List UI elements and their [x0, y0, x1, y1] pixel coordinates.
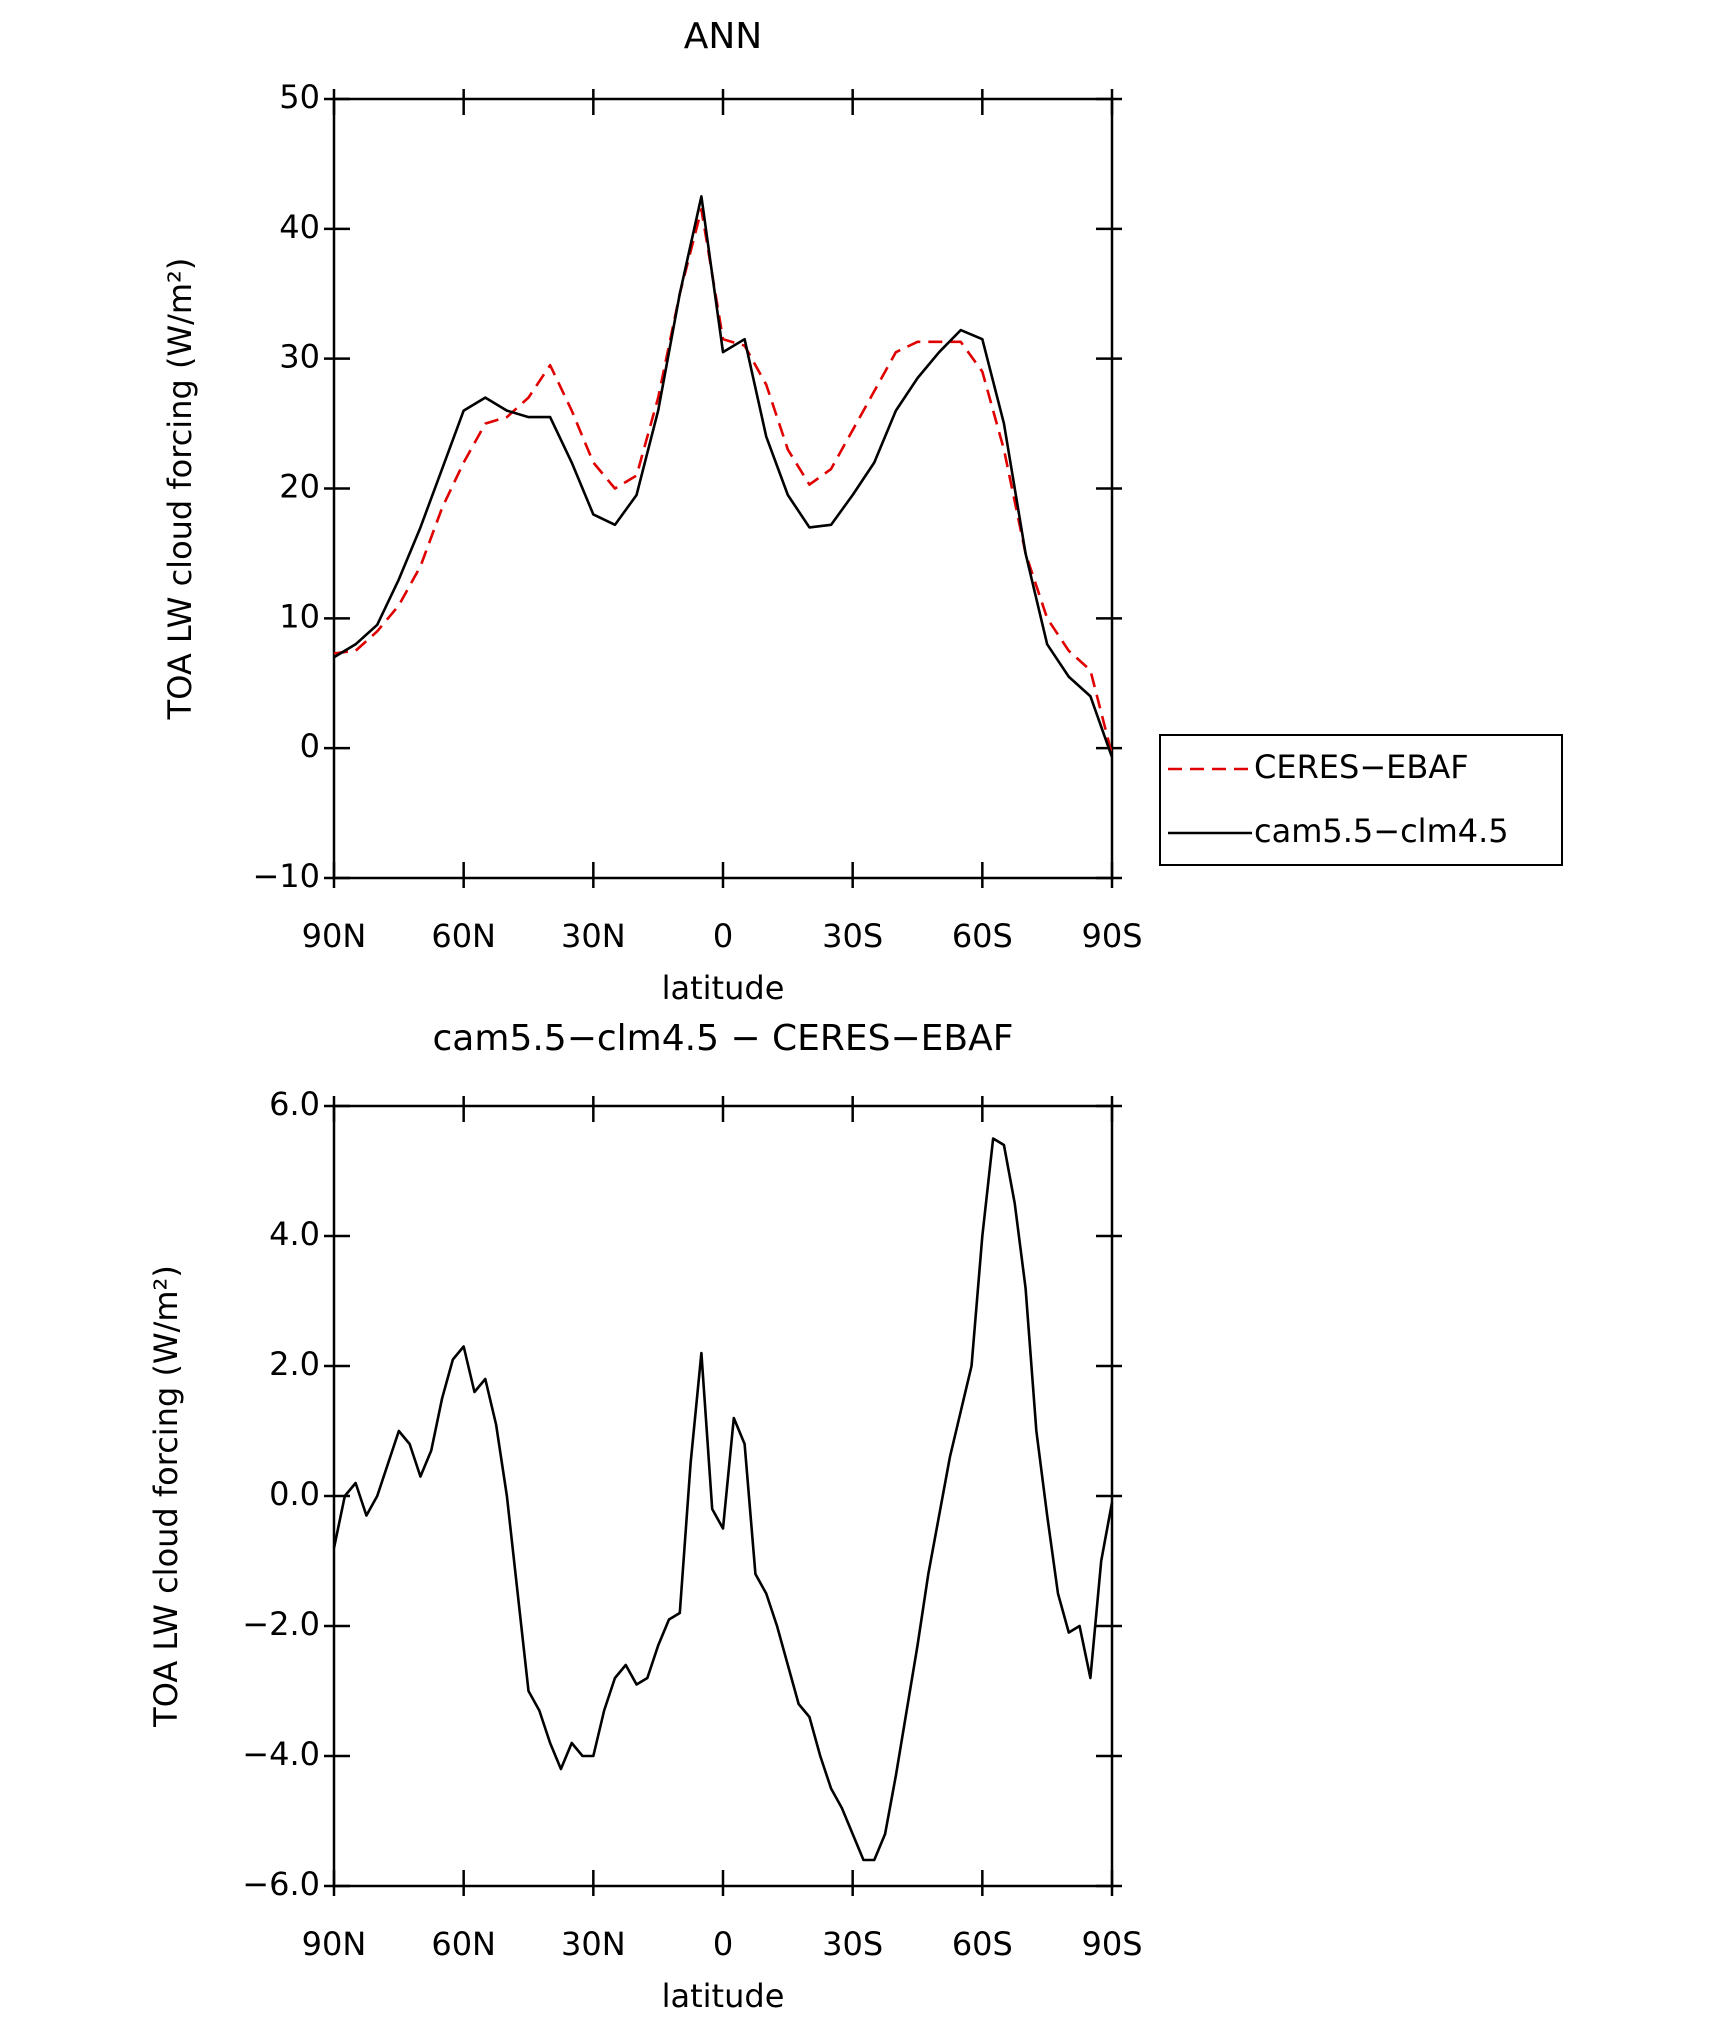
- data-line: [333, 195, 1114, 758]
- y-tick-label: 0: [300, 727, 320, 765]
- data-line: [332, 1137, 1114, 1862]
- x-tick-label: 30N: [561, 917, 626, 955]
- legend-box: [1159, 734, 1563, 866]
- x-tick-label: 90N: [302, 917, 367, 955]
- x-tick-label: 30N: [561, 1925, 626, 1963]
- x-tick-label: 0: [713, 917, 733, 955]
- legend-label: cam5.5−clm4.5: [1254, 812, 1509, 850]
- y-tick-label: −6.0: [242, 1865, 320, 1903]
- y-axis-label: TOA LW cloud forcing (W/m²): [147, 1265, 185, 1728]
- x-axis-label: latitude: [662, 969, 785, 1007]
- plot-frame: [332, 1104, 1114, 1888]
- x-tick-label: 90N: [302, 1925, 367, 1963]
- x-tick-label: 90S: [1081, 917, 1142, 955]
- y-tick-label: 10: [279, 597, 320, 635]
- y-tick-label: 30: [279, 338, 320, 376]
- x-tick-label: 0: [713, 1925, 733, 1963]
- chart-title: ANN: [684, 16, 763, 57]
- legend-label: CERES−EBAF: [1254, 748, 1469, 786]
- x-tick-label: 60S: [952, 1925, 1013, 1963]
- plot-frame: [332, 97, 1114, 880]
- chart-title: cam5.5−clm4.5 − CERES−EBAF: [433, 1018, 1014, 1059]
- data-line: [333, 208, 1114, 755]
- x-tick-label: 60N: [431, 917, 496, 955]
- x-axis-label: latitude: [662, 1977, 785, 2015]
- x-tick-label: 30S: [822, 1925, 883, 1963]
- x-tick-label: 90S: [1081, 1925, 1142, 1963]
- y-tick-label: 2.0: [269, 1345, 320, 1383]
- y-tick-label: 4.0: [269, 1215, 320, 1253]
- y-tick-label: 40: [279, 208, 320, 246]
- x-tick-label: 60S: [952, 917, 1013, 955]
- y-axis-label: TOA LW cloud forcing (W/m²): [161, 258, 199, 721]
- y-tick-label: −10: [252, 857, 320, 895]
- y-tick-label: 50: [279, 78, 320, 116]
- y-tick-label: 0.0: [269, 1475, 320, 1513]
- y-tick-label: 20: [279, 468, 320, 506]
- y-tick-label: −2.0: [242, 1605, 320, 1643]
- y-tick-label: −4.0: [242, 1735, 320, 1773]
- x-tick-label: 30S: [822, 917, 883, 955]
- y-tick-label: 6.0: [269, 1085, 320, 1123]
- x-tick-label: 60N: [431, 1925, 496, 1963]
